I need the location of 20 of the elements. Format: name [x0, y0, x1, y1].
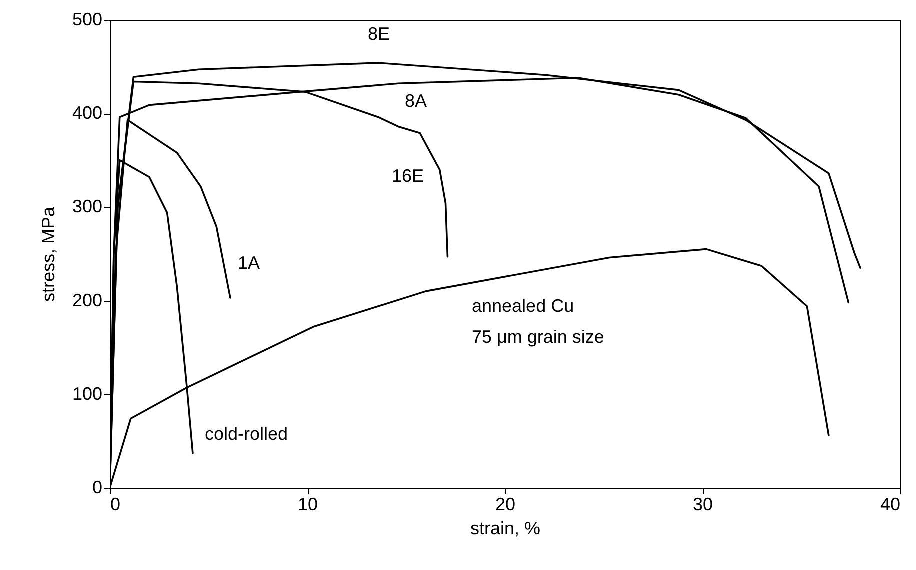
- y-tick-label: 200: [72, 290, 102, 310]
- y-tick-label: 300: [72, 196, 102, 217]
- x-tick-label: 10: [298, 494, 318, 514]
- series-label: annealed Cu: [472, 296, 574, 316]
- series-label: 8E: [368, 24, 390, 44]
- y-tick-label: 0: [92, 478, 102, 498]
- x-tick-label: 30: [692, 494, 714, 514]
- x-axis-title: strain, %: [470, 518, 541, 538]
- x-tick-label: 0: [110, 494, 121, 514]
- annotation: 75 μm grain size: [472, 327, 604, 347]
- series-label: 8A: [405, 91, 428, 111]
- series-label: 16E: [392, 166, 424, 186]
- y-tick-label: 500: [72, 10, 102, 30]
- x-tick-label: 20: [495, 494, 516, 514]
- x-tick-label: 40: [880, 494, 900, 514]
- y-axis-title: stress, MPa: [38, 206, 58, 302]
- series-label: 1A: [238, 253, 260, 273]
- y-tick-label: 400: [72, 103, 102, 124]
- y-tick-label: 100: [72, 384, 102, 404]
- series-label: cold-rolled: [205, 424, 288, 444]
